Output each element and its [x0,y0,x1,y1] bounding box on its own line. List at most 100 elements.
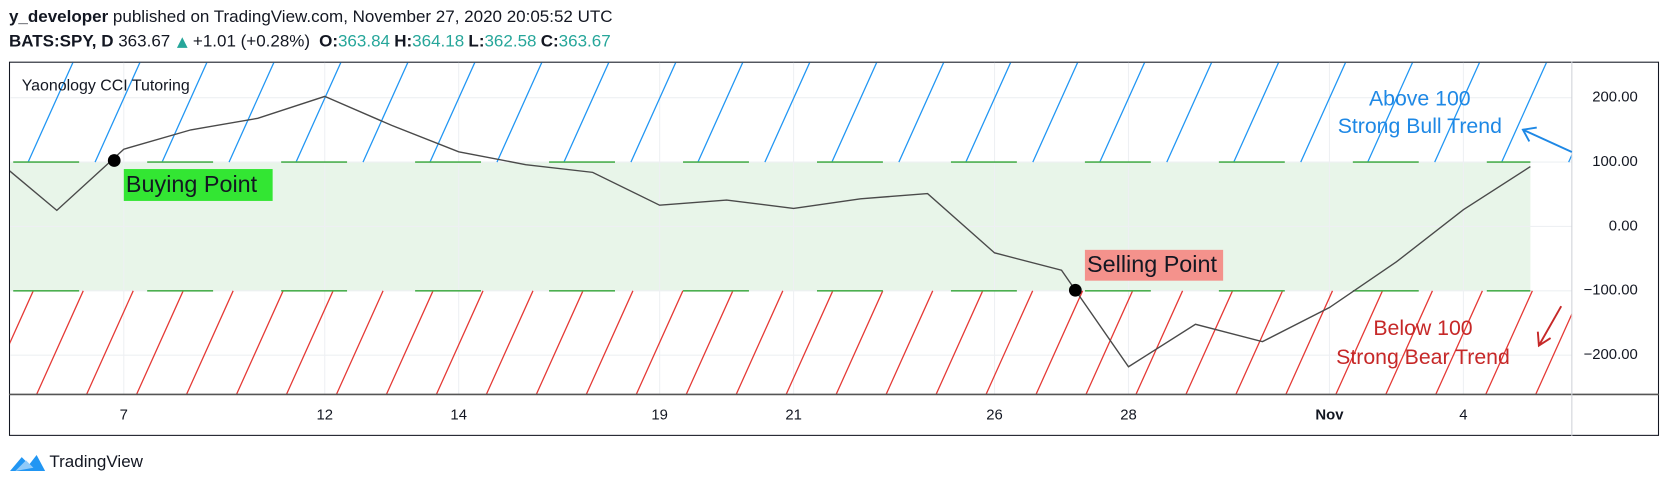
bull-hatch [1233,62,1280,163]
bear-hatch [735,290,784,395]
bear-hatch [885,290,934,395]
bear-hatch [185,290,234,395]
bull-hatch [1166,62,1213,163]
change: +1.01 (+0.28%) [193,31,310,50]
bear-hatch [385,290,434,395]
up-icon [176,37,188,48]
cci-line [10,95,1531,368]
bear-arrow [1536,305,1563,348]
bear-hatch [285,290,334,395]
brand-logo [10,455,46,471]
bear-hatch [1385,290,1434,395]
header-line: y_developer published on TradingView.com… [9,7,613,26]
brand-text: TradingView [49,452,143,471]
bull-text: Strong Bull Trend [1338,114,1502,138]
bull-hatch [630,62,677,163]
author: y_developer [9,7,109,26]
bull-hatch [0,62,6,162]
price: 363.67 [118,31,170,50]
bear-hatch [635,290,684,395]
bear-hatch [335,290,384,395]
x-tick-label: 12 [316,408,333,424]
symbol: BATS:SPY, D [9,31,114,50]
y-tick-label: 0.00 [1609,218,1638,234]
bear-hatch [535,290,584,395]
ohlc-label: H: [394,31,412,50]
bear-hatch [985,290,1034,395]
bear-hatch [1586,291,1633,395]
symbol-line: BATS:SPY, D 363.67 [9,31,170,50]
x-tick-label: 28 [1120,408,1137,424]
x-tick-label: 26 [986,408,1003,424]
plot-area [0,62,1633,395]
bull-hatch [295,62,342,163]
bull-hatch [563,62,610,163]
bear-hatch [235,290,284,395]
bull-hatch [429,62,476,163]
bull-hatch [697,62,744,163]
bull-hatch [94,62,141,163]
buy-box [123,169,273,201]
ohlc-value: 364.18 [412,31,464,50]
x-tick-label: 19 [651,408,668,424]
bear-hatch [86,290,134,395]
bull-hatch [831,62,878,163]
x-tick-label: 4 [1459,408,1467,424]
bull-hatch [1568,153,1572,163]
bear-hatch [785,290,834,395]
bear-hatch [36,290,84,395]
sell-box [1084,249,1224,281]
ohlc-value: 363.67 [559,31,611,50]
bull-hatch [362,62,409,163]
bear-hatch [1135,290,1184,395]
y-tick-label: −100.00 [1584,283,1638,299]
bear-hatch [1335,290,1384,395]
bear-hatch [1535,312,1572,395]
published: published on TradingView.com, November 2… [113,7,613,26]
bear-hatch [435,290,484,395]
bear-hatch [1235,290,1284,395]
bull-hatch [228,62,275,163]
bear-hatch [1185,290,1234,395]
bull-hatch [898,62,945,163]
bear-hatch [485,290,534,395]
y-tick-label: −200.00 [1584,347,1638,363]
bull-hatch [496,62,543,163]
bull-hatch [764,62,811,163]
bull-hatch [161,62,208,163]
bull-hatch [965,62,1012,163]
bear-hatch [1285,290,1334,395]
bear-hatch [585,290,634,395]
bear-hatch [10,290,34,345]
ohlc-label: L: [468,31,484,50]
bear-hatch [935,290,984,395]
x-tick-label: 21 [785,408,802,424]
bull-hatch [1099,62,1146,163]
ohlc-line: +1.01 (+0.28%) O:363.84 H:364.18 L:362.58 C… [193,31,611,50]
bull-hatch [27,62,74,163]
ohlc-value: 363.84 [338,31,390,50]
bear-hatch [135,290,184,395]
bear-hatch [685,290,734,395]
bear-hatch [1085,290,1134,395]
ohlc-label: O: [319,31,338,50]
chart-frame [8,61,1660,436]
bull-hatch [1434,62,1481,163]
bull-arrow [1521,126,1573,153]
bull-hatch [1300,62,1347,163]
bull-hatch [1367,62,1414,163]
bear-text: Below 100 [1373,316,1472,340]
x-tick-label: Nov [1315,408,1344,424]
bull-hatch [1032,62,1079,163]
buy-label: Buying Point [126,171,258,197]
ohlc-label: C: [541,31,559,50]
bear-hatch [1485,290,1533,395]
y-tick-label: 200.00 [1592,90,1638,106]
y-tick-label: 100.00 [1592,154,1638,170]
bear-text: Strong Bear Trend [1336,345,1510,369]
bull-hatch [1501,62,1548,163]
bull-text: Above 100 [1369,87,1471,111]
buy-marker [107,154,121,167]
